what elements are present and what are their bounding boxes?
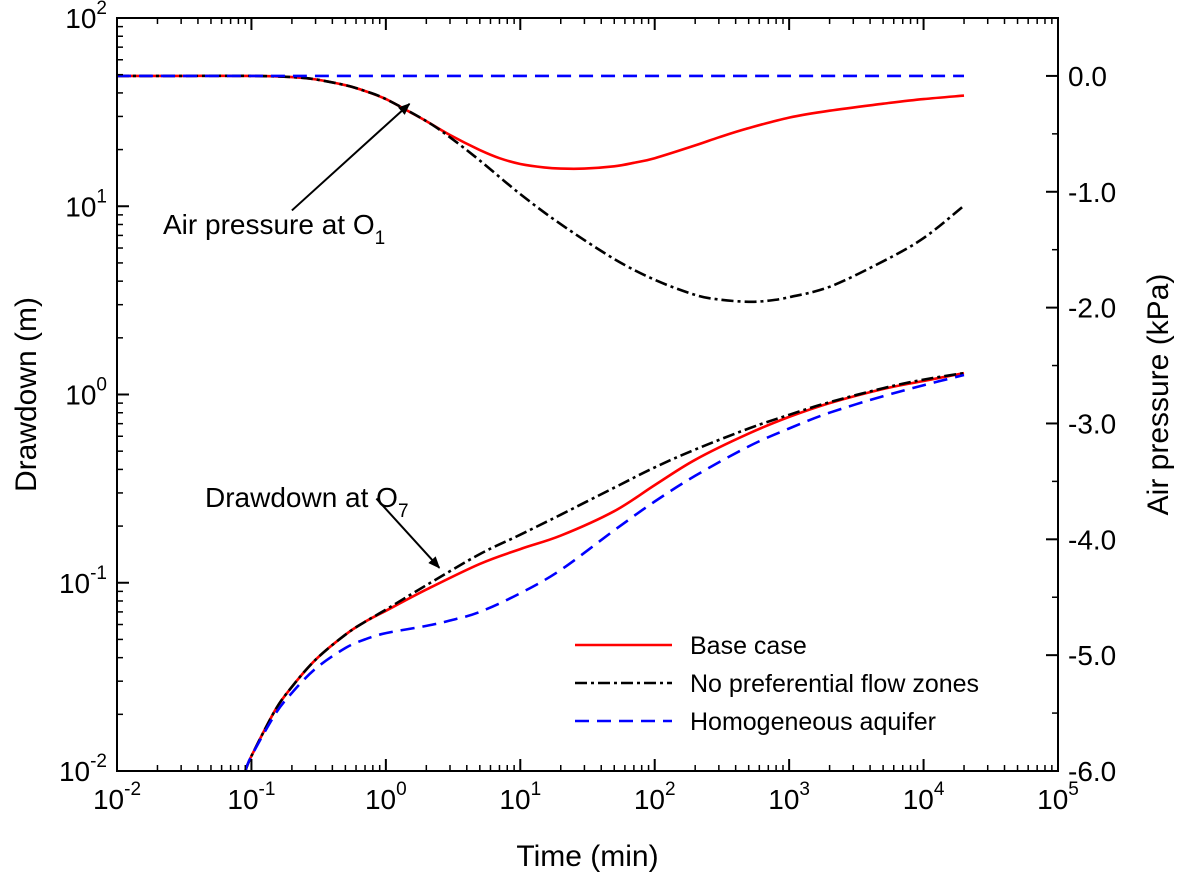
x-tick-label: 102 [634,779,676,815]
x-tick-label: 101 [499,779,541,815]
x-tick-label: 103 [768,779,810,815]
x-tick-label: 10-1 [227,779,275,815]
y-right-tick-label: -6.0 [1068,756,1116,787]
series-line-air_pressure_O1-base [117,74,965,171]
y-right-tick-label: -2.0 [1068,293,1116,324]
plot-frame [116,17,1059,772]
y-right-tick-label: -5.0 [1068,640,1116,671]
legend-label-nopref: No preferential flow zones [690,670,979,698]
annotation-arrow [375,497,441,569]
series-line-drawdown_O7-homog [244,373,965,771]
x-tick-label: 10-2 [93,779,141,815]
y-right-tick-label: -4.0 [1068,524,1116,555]
x-tick-label: 105 [1037,779,1079,815]
legend-label-homog: Homogeneous aquifer [690,708,936,736]
annotation-label: Air pressure at O1 [163,209,385,249]
y-right-tick-label: 0.0 [1068,61,1107,92]
x-tick-label: 100 [365,779,407,815]
x-tick-label: 104 [903,779,945,815]
annotation-label: Drawdown at O7 [205,482,409,522]
left-y-axis-title: Drawdown (m) [10,297,43,492]
y-left-tick-label: 101 [65,186,107,222]
y-left-tick-label: 10-2 [59,751,107,787]
right-y-axis-title: Air pressure (kPa) [1142,274,1175,516]
legend-label-base: Base case [690,632,807,660]
y-left-tick-label: 10-1 [59,563,107,599]
series-line-drawdown_O7-nopref [244,371,965,771]
y-right-tick-label: -1.0 [1068,177,1116,208]
y-left-tick-label: 100 [65,375,107,411]
series-line-air_pressure_O1-nopref [117,74,965,304]
annotation-arrow [291,103,411,212]
x-axis-title: Time (min) [516,840,658,873]
y-left-tick-label: 102 [65,0,107,34]
y-right-tick-label: -3.0 [1068,408,1116,439]
